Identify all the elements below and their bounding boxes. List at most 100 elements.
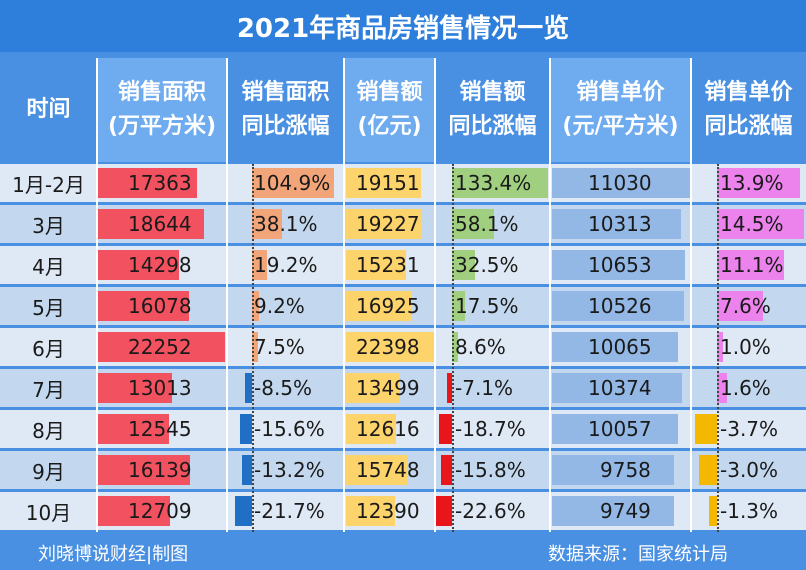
column-header-line1: 销售单价 <box>576 80 665 105</box>
area-bar <box>97 250 180 280</box>
sales-value: 12390 <box>356 499 420 523</box>
column-header-line2: (万平方米) <box>107 114 217 139</box>
area-value: 13013 <box>128 376 192 400</box>
column-header-line2: 同比涨幅 <box>448 114 537 139</box>
sales-growth-value: 8.6% <box>455 335 506 359</box>
growth-baseline <box>717 164 719 532</box>
sales-bar <box>346 209 422 239</box>
area-growth-value: -13.2% <box>254 458 325 482</box>
sales-bar <box>346 332 434 362</box>
area-growth-bar <box>252 332 258 362</box>
sales-growth-value: 17.5% <box>455 294 519 318</box>
sales-bar <box>346 496 395 526</box>
price-growth-value: -3.0% <box>720 458 779 482</box>
growth-baseline <box>452 164 454 532</box>
sales-growth-value: -15.8% <box>455 458 526 482</box>
area-value: 18644 <box>128 212 192 236</box>
area-bar <box>97 209 205 239</box>
price-bar <box>552 455 675 485</box>
column-header-line1: 销售面积 <box>241 80 330 105</box>
table-row: 10月 12709 -21.7% 12390 -22.6% 9749 -1.3% <box>0 492 806 530</box>
column-header-3: 销售额 (亿元) <box>344 58 435 162</box>
area-value: 14298 <box>128 253 192 277</box>
area-growth-bar <box>252 209 282 239</box>
price-growth-bar <box>717 332 723 362</box>
price-value: 10065 <box>588 335 652 359</box>
sales-growth-bar <box>452 209 494 239</box>
area-value: 16139 <box>128 458 192 482</box>
area-growth-value: 19.2% <box>254 253 318 277</box>
price-growth-value: 11.1% <box>720 253 784 277</box>
row-time-label: 8月 <box>32 418 65 443</box>
footer-credit: 刘晓博说财经|制图 <box>38 544 189 565</box>
price-growth-bar <box>717 168 801 198</box>
area-growth-bar <box>239 414 252 444</box>
column-header-line2: 同比涨幅 <box>704 114 793 139</box>
table-row: 1月-2月 17363 104.9% 19151 133.4% 11030 13.9% <box>0 164 806 202</box>
sales-value: 19151 <box>356 171 420 195</box>
price-bar <box>552 209 682 239</box>
table-row: 6月 22252 7.5% 22398 8.6% 10065 1.0% <box>0 328 806 366</box>
row-time-label: 5月 <box>32 295 65 320</box>
table-row: 9月 16139 -13.2% 15748 -15.8% 9758 -3.0% <box>0 451 806 489</box>
price-growth-value: 1.6% <box>720 376 771 400</box>
table-row: 4月 14298 19.2% 15231 32.5% 10653 11.1% <box>0 246 806 284</box>
growth-baseline <box>252 164 254 532</box>
area-growth-bar <box>252 168 334 198</box>
area-growth-value: 104.9% <box>254 171 331 195</box>
price-bar <box>552 496 674 526</box>
price-growth-value: -3.7% <box>720 417 779 441</box>
area-bar <box>97 168 197 198</box>
row-time-label: 7月 <box>32 377 65 402</box>
price-value: 10653 <box>588 253 652 277</box>
row-time-label: 3月 <box>32 213 65 238</box>
sales-growth-value: 32.5% <box>455 253 519 277</box>
price-growth-bar <box>694 414 717 444</box>
table-row: 3月 18644 38.1% 19227 58.1% 10313 14.5% <box>0 205 806 243</box>
price-bar <box>552 291 684 321</box>
sales-growth-bar <box>452 291 465 321</box>
sales-growth-bar <box>435 496 452 526</box>
sales-growth-bar <box>440 455 452 485</box>
row-time-label: 9月 <box>32 459 65 484</box>
sales-value: 16925 <box>356 294 420 318</box>
table-row: 7月 13013 -8.5% 13499 -7.1% 10374 1.6% <box>0 369 806 407</box>
table-row: 5月 16078 9.2% 16925 17.5% 10526 7.6% <box>0 287 806 325</box>
price-growth-bar <box>717 250 784 280</box>
area-growth-value: -15.6% <box>254 417 325 441</box>
price-growth-bar <box>699 455 717 485</box>
price-growth-bar <box>717 209 804 239</box>
sales-bar <box>346 414 396 444</box>
area-growth-bar <box>241 455 252 485</box>
column-header-line2: (元/平方米) <box>562 114 679 139</box>
row-time-label: 4月 <box>32 254 65 279</box>
price-growth-value: 1.0% <box>720 335 771 359</box>
price-value: 9749 <box>600 499 651 523</box>
column-header-4: 销售额 同比涨幅 <box>435 58 550 162</box>
area-bar <box>97 455 190 485</box>
sales-value: 15231 <box>356 253 420 277</box>
sales-growth-bar <box>452 332 459 362</box>
sales-value: 12616 <box>356 417 420 441</box>
sales-growth-bar <box>452 168 549 198</box>
footer-source: 数据来源：国家统计局 <box>548 544 728 565</box>
price-value: 10526 <box>588 294 652 318</box>
sales-growth-value: 133.4% <box>455 171 532 195</box>
area-growth-bar <box>252 291 260 321</box>
price-growth-bar <box>709 496 717 526</box>
sales-bar <box>346 455 408 485</box>
column-header-0: 时间 <box>0 58 97 162</box>
column-header-5: 销售单价 (元/平方米) <box>550 58 691 162</box>
area-growth-bar <box>235 496 252 526</box>
area-growth-value: -21.7% <box>254 499 325 523</box>
price-bar <box>552 332 678 362</box>
sales-growth-value: -7.1% <box>455 376 514 400</box>
column-header-6: 销售单价 同比涨幅 <box>691 58 806 162</box>
area-value: 22252 <box>128 335 192 359</box>
price-bar <box>552 373 682 403</box>
area-bar <box>97 414 170 444</box>
price-growth-value: 13.9% <box>720 171 784 195</box>
sales-bar <box>346 250 406 280</box>
sales-bar <box>346 373 400 403</box>
area-value: 17363 <box>128 171 192 195</box>
